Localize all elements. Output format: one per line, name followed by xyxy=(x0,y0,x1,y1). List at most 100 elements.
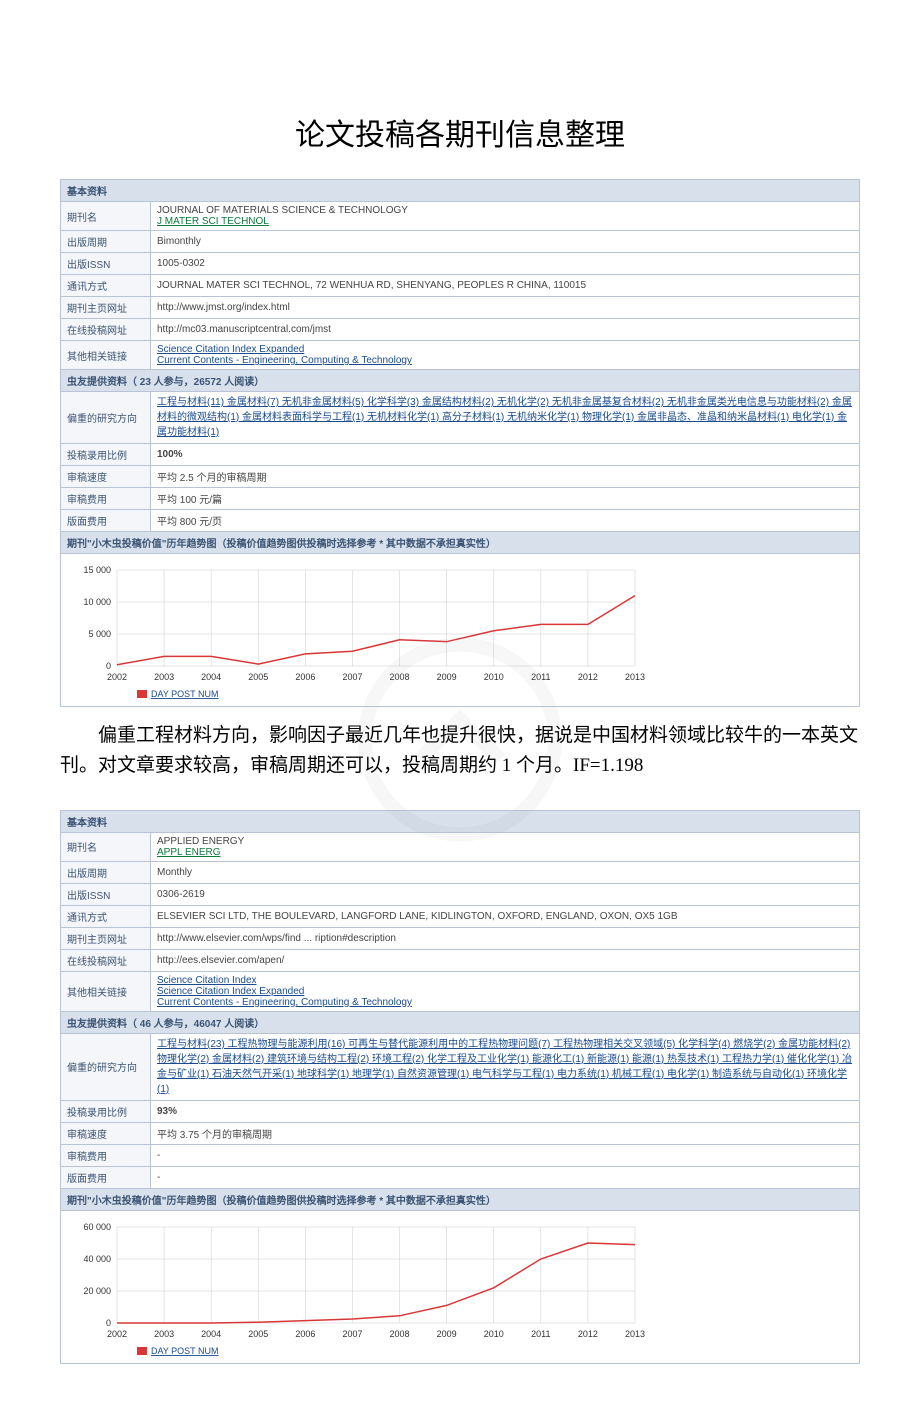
svg-text:2008: 2008 xyxy=(390,672,410,682)
page-fee: 平均 800 元/页 xyxy=(151,510,860,532)
svg-text:2013: 2013 xyxy=(625,1329,645,1339)
journal-name-abbr[interactable]: J MATER SCI TECHNOL xyxy=(157,216,269,227)
chart-title: 期刊"小木虫投稿价值"历年趋势图（投稿价值趋势图供投稿时选择参考 * 其中数据不… xyxy=(61,532,860,554)
journal1-basic-table: 基本资料 期刊名 JOURNAL OF MATERIALS SCIENCE & … xyxy=(60,179,860,554)
review-fee: 平均 100 元/篇 xyxy=(151,488,860,510)
row-label: 审稿速度 xyxy=(61,466,151,488)
svg-text:2005: 2005 xyxy=(248,672,268,682)
link-cc-eng[interactable]: Current Contents - Engineering, Computin… xyxy=(157,355,412,366)
svg-text:2003: 2003 xyxy=(154,672,174,682)
row-label: 偏重的研究方向 xyxy=(61,392,151,444)
row-label: 审稿费用 xyxy=(61,1144,151,1166)
svg-text:40 000: 40 000 xyxy=(83,1254,111,1264)
issn-value: 1005-0302 xyxy=(151,253,860,275)
section-header: 虫友提供资料（ 46 人参与，46047 人阅读） xyxy=(61,1011,860,1033)
svg-text:2002: 2002 xyxy=(107,672,127,682)
svg-text:2012: 2012 xyxy=(578,1329,598,1339)
row-label: 版面费用 xyxy=(61,510,151,532)
svg-text:2006: 2006 xyxy=(295,1329,315,1339)
journal1-commentary: 偏重工程材料方向，影响因子最近几年也提升很快，据说是中国材料领域比较牛的一本英文… xyxy=(60,721,860,782)
row-label: 出版周期 xyxy=(61,231,151,253)
journal2-basic-table: 基本资料 期刊名 APPLIED ENERGY APPL ENERG 出版周期M… xyxy=(60,810,860,1211)
svg-text:0: 0 xyxy=(106,661,111,671)
link-sci-expanded[interactable]: Science Citation Index Expanded xyxy=(157,344,304,355)
home-url[interactable]: http://www.elsevier.com/wps/find ... rip… xyxy=(151,927,860,949)
row-label: 期刊名 xyxy=(61,202,151,231)
row-label: 审稿费用 xyxy=(61,488,151,510)
link-sci[interactable]: Science Citation Index xyxy=(157,975,257,986)
submit-url[interactable]: http://ees.elsevier.com/apen/ xyxy=(151,949,860,971)
journal-name-abbr[interactable]: APPL ENERG xyxy=(157,847,221,858)
svg-text:DAY POST NUM: DAY POST NUM xyxy=(151,689,219,699)
svg-text:2012: 2012 xyxy=(578,672,598,682)
link-sci-expanded[interactable]: Science Citation Index Expanded xyxy=(157,986,304,997)
link-cc-eng[interactable]: Current Contents - Engineering, Computin… xyxy=(157,997,412,1008)
svg-text:2009: 2009 xyxy=(437,1329,457,1339)
review-speed: 平均 3.75 个月的审稿周期 xyxy=(151,1122,860,1144)
research-fields[interactable]: 工程与材料(23) 工程热物理与能源利用(16) 可再生与替代能源利用中的工程热… xyxy=(151,1033,860,1100)
page-title: 论文投稿各期刊信息整理 xyxy=(60,110,860,154)
svg-text:2004: 2004 xyxy=(201,1329,221,1339)
section-header: 基本资料 xyxy=(61,180,860,202)
svg-text:2010: 2010 xyxy=(484,1329,504,1339)
svg-text:2011: 2011 xyxy=(531,1329,550,1339)
svg-text:2009: 2009 xyxy=(437,672,457,682)
svg-text:2005: 2005 xyxy=(248,1329,268,1339)
row-label: 期刊名 xyxy=(61,832,151,861)
row-label: 出版ISSN xyxy=(61,883,151,905)
row-label: 偏重的研究方向 xyxy=(61,1033,151,1100)
svg-text:2011: 2011 xyxy=(531,672,550,682)
svg-text:2010: 2010 xyxy=(484,672,504,682)
svg-text:2008: 2008 xyxy=(390,1329,410,1339)
svg-text:2003: 2003 xyxy=(154,1329,174,1339)
row-label: 出版周期 xyxy=(61,861,151,883)
svg-text:DAY POST NUM: DAY POST NUM xyxy=(151,1346,219,1356)
svg-text:15 000: 15 000 xyxy=(83,565,111,575)
row-label: 通讯方式 xyxy=(61,905,151,927)
svg-text:0: 0 xyxy=(106,1318,111,1328)
svg-text:2013: 2013 xyxy=(625,672,645,682)
issn-value: 0306-2619 xyxy=(151,883,860,905)
journal-name: APPLIED ENERGY APPL ENERG xyxy=(151,832,860,861)
row-label: 出版ISSN xyxy=(61,253,151,275)
svg-text:20 000: 20 000 xyxy=(83,1286,111,1296)
section-header: 虫友提供资料（ 23 人参与，26572 人阅读） xyxy=(61,370,860,392)
chart-title: 期刊"小木虫投稿价值"历年趋势图（投稿价值趋势图供投稿时选择参考 * 其中数据不… xyxy=(61,1188,860,1210)
section-header: 基本资料 xyxy=(61,810,860,832)
journal-name-full: APPLIED ENERGY xyxy=(157,836,244,847)
svg-text:10 000: 10 000 xyxy=(83,597,111,607)
page-fee: - xyxy=(151,1166,860,1188)
other-links: Science Citation Index Science Citation … xyxy=(151,971,860,1011)
svg-text:2002: 2002 xyxy=(107,1329,127,1339)
row-label: 期刊主页网址 xyxy=(61,297,151,319)
freq-value: Monthly xyxy=(151,861,860,883)
contact-value: JOURNAL MATER SCI TECHNOL, 72 WENHUA RD,… xyxy=(151,275,860,297)
review-speed: 平均 2.5 个月的审稿周期 xyxy=(151,466,860,488)
row-label: 在线投稿网址 xyxy=(61,319,151,341)
research-fields[interactable]: 工程与材料(11) 金属材料(7) 无机非金属材料(5) 化学科学(3) 金属结… xyxy=(151,392,860,444)
freq-value: Bimonthly xyxy=(151,231,860,253)
contact-value: ELSEVIER SCI LTD, THE BOULEVARD, LANGFOR… xyxy=(151,905,860,927)
row-label: 审稿速度 xyxy=(61,1122,151,1144)
other-links: Science Citation Index Expanded Current … xyxy=(151,341,860,370)
row-label: 在线投稿网址 xyxy=(61,949,151,971)
row-label: 通讯方式 xyxy=(61,275,151,297)
svg-text:60 000: 60 000 xyxy=(83,1222,111,1232)
svg-text:2004: 2004 xyxy=(201,672,221,682)
row-label: 投稿录用比例 xyxy=(61,1100,151,1122)
journal-name: JOURNAL OF MATERIALS SCIENCE & TECHNOLOG… xyxy=(151,202,860,231)
journal1-chart: 0 5 000 10 000 15 000 2002 2003 2004 2005 2006 20… xyxy=(60,554,860,707)
submit-url[interactable]: http://mc03.manuscriptcentral.com/jmst xyxy=(151,319,860,341)
row-label: 其他相关链接 xyxy=(61,971,151,1011)
row-label: 版面费用 xyxy=(61,1166,151,1188)
svg-text:5 000: 5 000 xyxy=(88,629,111,639)
svg-text:2007: 2007 xyxy=(342,1329,362,1339)
accept-rate: 93% xyxy=(151,1100,860,1122)
svg-text:2007: 2007 xyxy=(342,672,362,682)
journal2-chart: 0 20 000 40 000 60 000 2002 2003 2004 2005 2006 2… xyxy=(60,1211,860,1364)
svg-text:2006: 2006 xyxy=(295,672,315,682)
row-label: 投稿录用比例 xyxy=(61,444,151,466)
accept-rate: 100% xyxy=(151,444,860,466)
home-url[interactable]: http://www.jmst.org/index.html xyxy=(151,297,860,319)
journal-name-full: JOURNAL OF MATERIALS SCIENCE & TECHNOLOG… xyxy=(157,205,408,216)
